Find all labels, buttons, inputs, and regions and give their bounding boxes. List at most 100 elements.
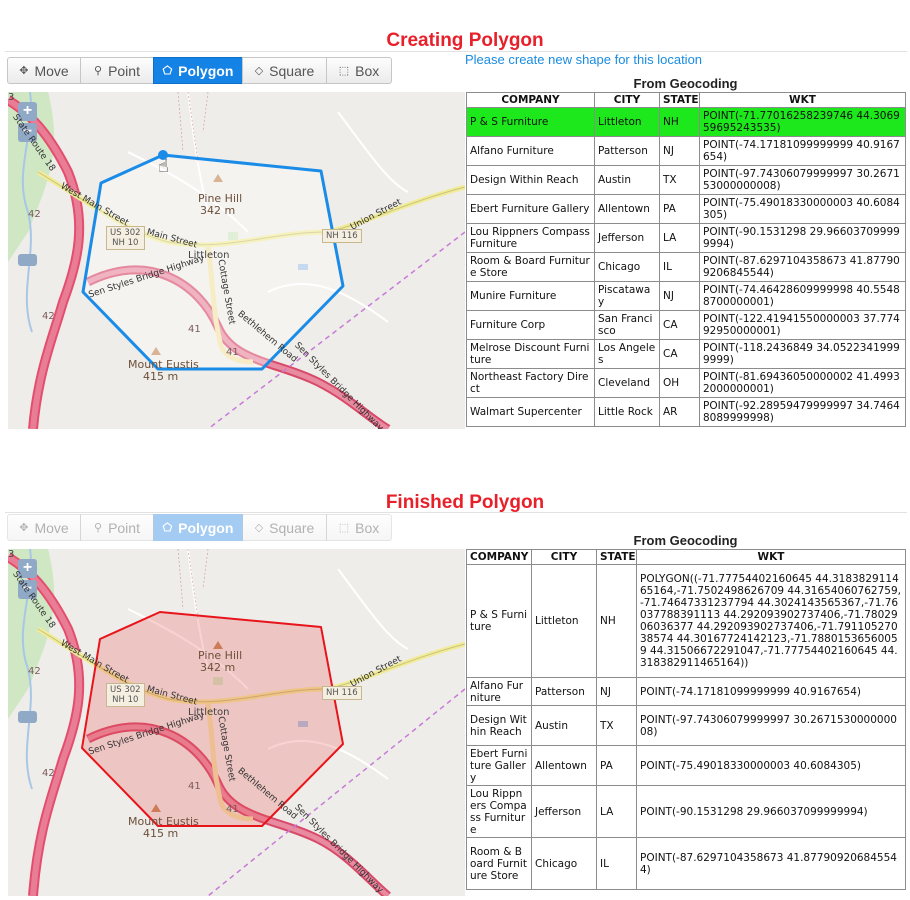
geocoding-table-finished: COMPANY CITY STATE WKT P & S Furniture Li… [466,549,906,890]
map-layer-switch[interactable] [18,254,37,266]
polygon-vertex-handle[interactable] [158,150,168,160]
hand-cursor-icon: ☝ [158,156,169,177]
tool-label: Square [269,62,315,79]
map-label-pine-hill: Pine Hill [198,192,243,205]
map-label-littleton: Littleton [188,707,230,718]
move-icon: ✥ [19,522,29,534]
box-tool-button[interactable]: ⬚ Box [326,57,392,84]
map-layer-switch[interactable] [18,711,37,723]
tool-label: Square [269,519,315,536]
table-row[interactable]: Walmart Supercenter Little Rock AR POINT(-9… [466,397,906,427]
tool-label: Box [355,62,380,79]
map-label-pine-hill-elev: 342 m [200,661,236,674]
table-title: From Geocoding [633,533,738,548]
zoom-in-button[interactable]: + [18,102,37,121]
map-label-41b: 41 [226,804,239,815]
table-row[interactable]: Alfano Furniture Patterson NJ POINT(-74.171… [466,136,906,166]
column-header-city: CITY [594,92,660,108]
polygon-tool-button: ⬠ Polygon [153,514,243,541]
route-shield-us302: US 302 NH 10 [106,226,145,250]
table-row[interactable]: Munire Furniture Piscataway NJ POINT(-74.46… [466,281,906,311]
map-label-mount-eustis: Mount Eustis [128,815,199,828]
tool-label: Move [34,519,69,536]
map-label-littleton: Littleton [188,250,230,261]
move-icon: ✥ [19,65,29,77]
table-row[interactable]: Alfano Furniture Patterson NJ POINT(-74.171… [466,677,906,706]
move-tool-button[interactable]: ✥ Move [7,57,81,84]
finished-polygon[interactable] [81,611,344,827]
tool-label: Point [108,62,140,79]
zoom-in-button[interactable]: + [18,559,37,578]
divider [5,51,907,52]
tool-label: Box [355,519,380,536]
map-label-pine-hill-elev: 342 m [200,204,236,217]
map-base [8,92,465,429]
column-header-company: COMPANY [466,92,595,108]
polygon-tool-button[interactable]: ⬠ Polygon [153,57,243,84]
box-icon: ⬚ [338,65,350,77]
table-row[interactable]: P & S Furniture Littleton NH POLYGON((-71.7… [466,564,906,678]
polygon-icon: ⬠ [162,522,173,534]
column-header-state: STATE [659,92,700,108]
route-label: 3 [8,92,15,103]
table-title: From Geocoding [633,76,738,91]
box-tool-button: ⬚ Box [326,514,392,541]
map-label-mount-eustis-elev: 415 m [143,370,179,383]
route-label: 3 [8,549,15,560]
point-tool-button: ⚲ Point [80,514,154,541]
map-label-41a: 41 [188,781,201,792]
section-heading-finished: Finished Polygon [385,492,545,513]
column-header-company: COMPANY [466,549,532,565]
table-row[interactable]: Design Within Reach Austin TX POINT(-97.743… [466,165,906,195]
zoom-out-button[interactable]: − [18,123,37,142]
map-view-finished[interactable]: + − 3 Pine Hill 342 m Mount Eustis 415 m… [8,549,465,896]
table-row[interactable]: Ebert Furniture Gallery Allentown PA POINT(… [466,194,906,224]
move-tool-button: ✥ Move [7,514,81,541]
table-row[interactable]: Design Within Reach Austin TX POINT(-97.743… [466,705,906,746]
point-tool-button[interactable]: ⚲ Point [80,57,154,84]
section-heading-creating: Creating Polygon [386,30,544,51]
tool-label: Point [108,519,140,536]
square-tool-button[interactable]: ◇ Square [242,57,327,84]
table-body: P & S Furniture Littleton NH POINT(-71.7701… [466,107,906,427]
column-header-state: STATE [596,549,637,565]
table-row[interactable]: Northeast Factory Direct Cleveland OH POINT… [466,368,906,398]
square-icon: ◇ [254,65,264,77]
table-row[interactable]: Ebert Furniture Gallery Allentown PA POINT(… [466,745,906,786]
shape-toolbar-disabled: ✥ Move ⚲ Point ⬠ Polygon ◇ Square ⬚ Box [7,514,392,541]
square-icon: ◇ [254,522,264,534]
map-label-41a: 41 [188,324,201,335]
table-row[interactable]: Melrose Discount Furniture Los Angeles CA P… [466,339,906,369]
map-view-creating[interactable]: + − 3 Pine Hill 342 m Mount Eustis 415 m… [8,92,465,429]
tool-label: Polygon [178,62,234,79]
zoom-out-button[interactable]: − [18,580,37,599]
square-tool-button: ◇ Square [242,514,327,541]
tool-label: Move [34,62,69,79]
column-header-city: CITY [531,549,597,565]
table-row[interactable]: Room & Board Furniture Store Chicago IL POI… [466,837,906,890]
table-row[interactable]: Furniture Corp San Francisco CA POINT(-122.… [466,310,906,340]
map-label-mount-eustis: Mount Eustis [128,358,199,371]
map-label-pine-hill: Pine Hill [198,649,243,662]
table-row[interactable]: Room & Board Furniture Store Chicago IL POI… [466,252,906,282]
route-shield-nh116: NH 116 [322,229,362,243]
geocoding-table: COMPANY CITY STATE WKT P & S Furniture Li… [466,92,906,427]
map-label-42b: 42 [42,311,55,322]
tool-label: Polygon [178,519,234,536]
table-row[interactable]: Lou Rippners Compass Furniture Jefferson L… [466,785,906,838]
box-icon: ⬚ [338,522,350,534]
drawing-polygon[interactable] [81,153,345,371]
map-label-42: 42 [28,209,41,220]
polygon-icon: ⬠ [162,65,173,77]
map-label-mount-eustis-elev: 415 m [143,827,179,840]
table-header-row: COMPANY CITY STATE WKT [466,549,906,565]
shape-toolbar: ✥ Move ⚲ Point ⬠ Polygon ◇ Square ⬚ Box [7,57,392,84]
column-header-wkt: WKT [699,92,906,108]
pin-icon: ⚲ [94,65,103,77]
map-label-41b: 41 [226,347,239,358]
table-row-selected[interactable]: P & S Furniture Littleton NH POINT(-71.7701… [466,107,906,137]
table-header-row: COMPANY CITY STATE WKT [466,92,906,108]
table-row[interactable]: Lou Rippners Compass Furniture Jefferson L… [466,223,906,253]
column-header-wkt: WKT [636,549,906,565]
